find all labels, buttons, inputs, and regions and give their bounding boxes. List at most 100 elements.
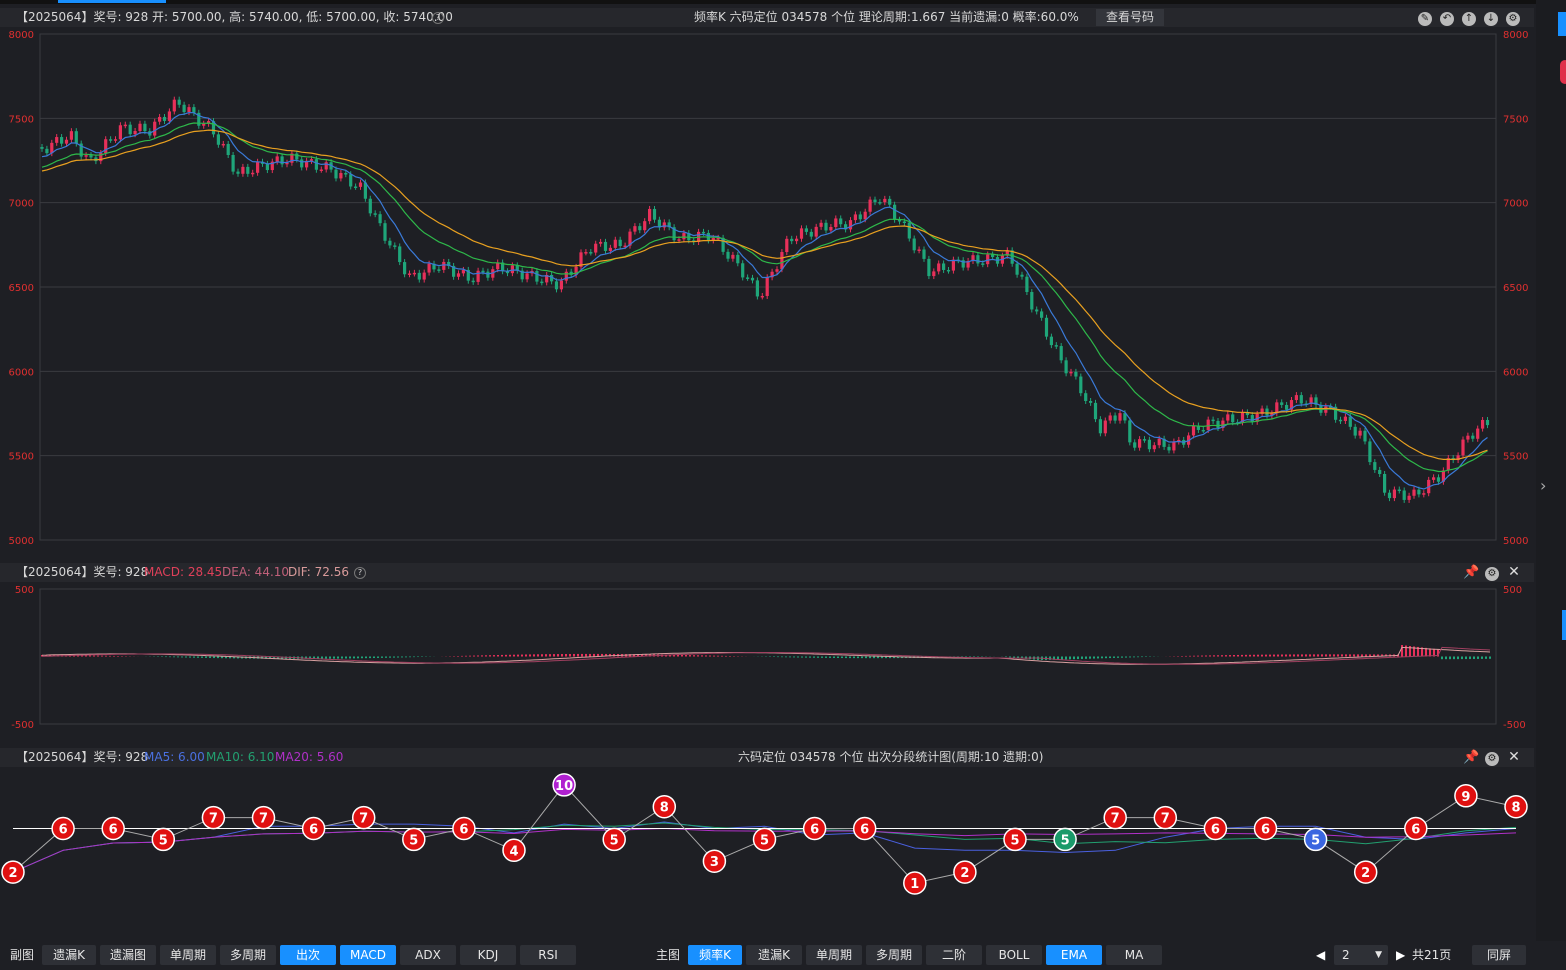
candle-body (799, 228, 804, 239)
main-missk-button[interactable]: 遗漏K (746, 945, 802, 965)
candle-body (1432, 477, 1436, 480)
candle-body (550, 274, 554, 282)
candle-body (628, 231, 632, 246)
dif-value: DIF: 72.56 (288, 565, 349, 579)
candle-body (942, 263, 946, 270)
candle-body (1103, 420, 1107, 434)
close-icon[interactable]: ✕ (1508, 564, 1520, 580)
active-tab-indicator[interactable] (58, 0, 166, 3)
count-label: 6 (1211, 823, 1220, 838)
sub-occurrence-button[interactable]: 出次 (280, 945, 336, 965)
main-boll-button[interactable]: BOLL (986, 945, 1042, 965)
gear-icon[interactable]: ⚙ (1506, 12, 1520, 26)
arrow-up-icon[interactable]: ↑ (1462, 12, 1476, 26)
sync-screen-button[interactable]: 同屏 (1472, 945, 1526, 965)
count-ball (552, 773, 576, 797)
candle-body (736, 254, 740, 264)
candle-body (721, 237, 725, 252)
kline-panel: 8000 8000 7500 7500 7000 7000 6500 6500 6000 6000… (0, 27, 1534, 555)
candle-body (1226, 414, 1230, 421)
candle-body (398, 246, 402, 263)
stat-panel: 2 6 6 5 7 7 6 7 5 6 4 10 5 8 3 5 6 6 1 2 5 5 7 7 6 6 5 2 6 9 8 (0, 767, 1534, 939)
help-icon[interactable]: ? (432, 12, 444, 24)
candle-body (701, 231, 706, 234)
candle-body (1334, 406, 1338, 420)
sub-single-cycle-button[interactable]: 单周期 (160, 945, 216, 965)
pin-icon[interactable]: 📌 (1463, 565, 1480, 580)
stat-chart: 2 6 6 5 7 7 6 7 5 6 4 10 5 8 3 5 6 6 1 2 5 5 7 7 6 6 5 2 6 9 8 (1, 773, 1528, 895)
sub-missk-button[interactable]: 遗漏K (42, 945, 96, 965)
pin-icon[interactable]: 📌 (1463, 750, 1480, 765)
candle-body (153, 121, 157, 136)
candle-body (1329, 406, 1333, 408)
ma5-value: MA5: 6.00 (144, 750, 205, 764)
candle-body (177, 99, 181, 105)
sub-rsi-button[interactable]: RSI (520, 945, 576, 965)
main-freqk-button[interactable]: 频率K (688, 945, 742, 965)
close-icon[interactable]: ✕ (1508, 749, 1520, 765)
candle-body (285, 162, 289, 165)
candle-body (354, 186, 358, 189)
bottom-toolbar: 副图 遗漏K 遗漏图 单周期 多周期 出次 MACD ADX KDJ RSI 主… (0, 941, 1566, 970)
candle-body (280, 156, 284, 165)
candle-body (814, 226, 818, 237)
dea-line (41, 646, 1491, 665)
count-label: 2 (8, 866, 17, 881)
side-scroll[interactable] (1562, 610, 1566, 640)
candle-body (305, 160, 309, 168)
side-tab[interactable] (1558, 12, 1566, 36)
candle-body (1294, 395, 1298, 401)
candle-body (1231, 414, 1235, 423)
candle-body (809, 231, 813, 237)
candle-body (55, 137, 59, 143)
candle-body (182, 104, 186, 113)
sub-kdj-button[interactable]: KDJ (460, 945, 516, 965)
axis-label-left: 500 (15, 585, 34, 596)
main-ma-button[interactable]: MA (1106, 945, 1162, 965)
sub-macd-button[interactable]: MACD (340, 945, 396, 965)
candle-body (339, 173, 343, 179)
axis-label-right: 7000 (1503, 199, 1528, 210)
main-second-order-button[interactable]: 二阶 (926, 945, 982, 965)
candle-body (290, 153, 294, 163)
gear-icon[interactable]: ⚙ (1485, 752, 1499, 766)
gear-icon[interactable]: ⚙ (1485, 567, 1499, 581)
candle-body (1461, 439, 1465, 456)
main-ema-button[interactable]: EMA (1046, 945, 1102, 965)
kline-chart: 8000 8000 7500 7500 7000 7000 6500 6500 6000 6000… (9, 30, 1529, 547)
main-multi-cycle-button[interactable]: 多周期 (866, 945, 922, 965)
candle-body (226, 143, 230, 156)
stat-prefix: 【2025064】奖号: 928 (16, 750, 149, 764)
candle-body (662, 222, 666, 228)
candle-body (922, 249, 926, 259)
view-numbers-button[interactable]: 查看号码 (1096, 9, 1165, 26)
sub-adx-button[interactable]: ADX (400, 945, 456, 965)
candle-body (363, 182, 367, 199)
count-label: 6 (1411, 823, 1420, 838)
next-page-icon[interactable]: ▶ (1396, 948, 1406, 962)
side-badge[interactable] (1560, 60, 1566, 84)
candle-body (216, 134, 220, 145)
sub-multi-cycle-button[interactable]: 多周期 (220, 945, 276, 965)
sub-missmap-button[interactable]: 遗漏图 (100, 945, 156, 965)
back-icon[interactable]: ↶ (1440, 12, 1454, 26)
help-icon[interactable]: ? (354, 567, 366, 579)
candle-body (74, 131, 78, 144)
candle-body (133, 130, 137, 135)
candle-body (270, 161, 274, 171)
candle-body (442, 261, 446, 270)
arrow-down-icon[interactable]: ↓ (1484, 12, 1498, 26)
candle-body (1079, 376, 1083, 394)
draw-icon[interactable]: ✎ (1418, 12, 1432, 26)
candle-body (1299, 395, 1303, 404)
candle-body (672, 227, 676, 241)
candle-body (1074, 371, 1078, 377)
axis-label-right: 7500 (1503, 114, 1528, 125)
expand-right-icon[interactable]: › (1540, 476, 1547, 495)
candle-body (471, 280, 475, 283)
candle-body (128, 124, 132, 135)
count-ball (1454, 784, 1478, 808)
prev-page-icon[interactable]: ◀ (1316, 948, 1326, 962)
page-select[interactable]: 2 ▼ (1334, 945, 1388, 965)
main-single-cycle-button[interactable]: 单周期 (806, 945, 862, 965)
